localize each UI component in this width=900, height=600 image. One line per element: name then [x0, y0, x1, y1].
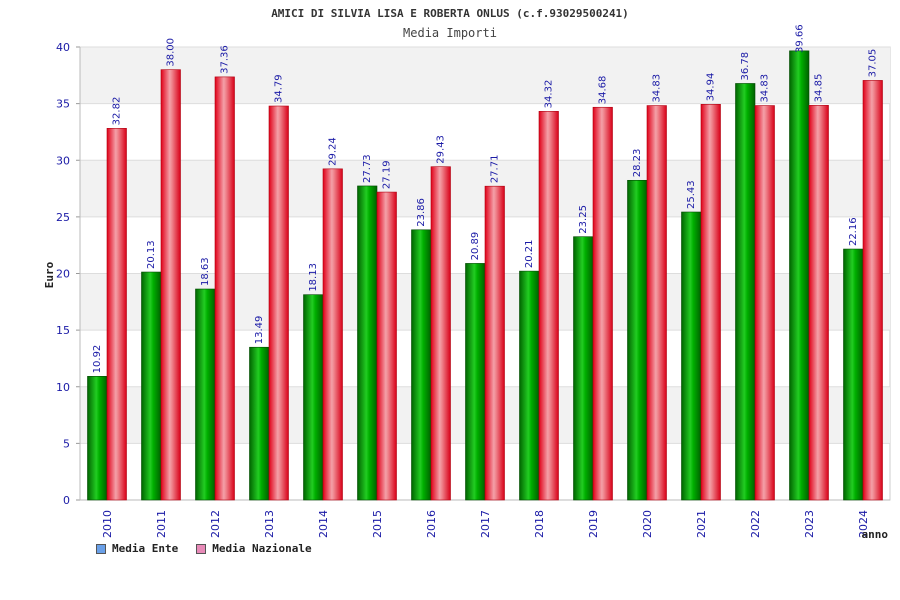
y-tick-label: 20 — [56, 268, 70, 281]
x-tick-label: 2014 — [317, 510, 330, 538]
x-tick-label: 2021 — [695, 510, 708, 538]
bar-ente — [573, 236, 594, 501]
value-label: 18.63 — [200, 257, 211, 286]
bar-ente — [627, 179, 648, 501]
bar-nazionale — [160, 69, 181, 501]
x-tick-label: 2024 — [857, 510, 870, 538]
bar-nazionale — [268, 105, 289, 501]
value-labels: 10.92 32.82 20.13 38.00 18.63 37.36 13.49 34.79… — [92, 24, 879, 373]
value-label: 29.43 — [436, 135, 447, 164]
bar-nazionale — [862, 80, 883, 501]
legend-label-nazionale: Media Nazionale — [212, 542, 312, 555]
bar-nazionale — [754, 105, 775, 501]
value-label: 22.16 — [848, 217, 859, 246]
value-label: 27.19 — [382, 160, 393, 189]
bar-nazionale — [484, 185, 505, 501]
x-tick-label: 2016 — [425, 510, 438, 538]
x-tick-label: 2023 — [803, 510, 816, 538]
value-label: 20.89 — [470, 232, 481, 261]
value-label: 34.32 — [544, 80, 555, 109]
bars — [87, 50, 883, 501]
bar-ente — [357, 185, 378, 501]
bar-nazionale — [376, 191, 397, 501]
bar-nazionale — [808, 105, 829, 501]
legend-swatch-ente — [96, 543, 106, 554]
value-label: 39.66 — [794, 24, 805, 53]
y-tick-label: 35 — [56, 98, 70, 111]
value-label: 34.85 — [814, 74, 825, 103]
x-tick-label: 2011 — [155, 510, 168, 538]
value-label: 13.49 — [254, 316, 265, 345]
bar-nazionale — [214, 76, 235, 501]
chart-title: AMICI DI SILVIA LISA E ROBERTA ONLUS (c.… — [271, 7, 629, 20]
value-label: 18.13 — [308, 263, 319, 292]
bar-nazionale — [592, 106, 613, 501]
y-tick-label: 25 — [56, 211, 70, 224]
x-tick-label: 2020 — [641, 510, 654, 538]
bar-ente — [249, 346, 270, 501]
value-label: 27.73 — [362, 154, 373, 183]
y-tick-label: 0 — [63, 494, 70, 507]
legend-item-ente: Media Ente — [96, 542, 178, 555]
value-label: 29.24 — [328, 137, 339, 166]
value-label: 36.78 — [740, 52, 751, 81]
x-tick-label: 2017 — [479, 510, 492, 538]
value-label: 10.92 — [92, 345, 103, 374]
bar-nazionale — [646, 105, 667, 501]
value-label: 20.21 — [524, 239, 535, 268]
value-label: 34.83 — [760, 74, 771, 103]
legend: Media Ente Media Nazionale — [96, 542, 312, 555]
y-tick-label: 30 — [56, 154, 70, 167]
bar-ente — [141, 271, 162, 501]
bar-ente — [87, 376, 108, 501]
bar-ente — [681, 211, 702, 501]
x-axis-ticks: 2010 2011 2012 2013 2014 2015 2016 2017 2018 2019… — [101, 510, 870, 538]
bar-ente — [519, 270, 540, 501]
value-label: 34.79 — [274, 74, 285, 103]
x-tick-label: 2018 — [533, 510, 546, 538]
y-tick-label: 40 — [56, 41, 70, 54]
x-tick-label: 2012 — [209, 510, 222, 538]
value-label: 37.36 — [220, 45, 231, 74]
x-tick-label: 2010 — [101, 510, 114, 538]
legend-swatch-nazionale — [196, 543, 207, 554]
bar-nazionale — [322, 168, 343, 501]
legend-item-nazionale: Media Nazionale — [196, 542, 312, 555]
bar-nazionale — [700, 104, 721, 501]
value-label: 28.23 — [632, 149, 643, 178]
bar-nazionale — [106, 128, 127, 501]
value-label: 25.43 — [686, 180, 697, 209]
bar-ente — [465, 263, 486, 501]
value-label: 23.25 — [578, 205, 589, 234]
value-label: 37.05 — [868, 49, 879, 78]
bar-nazionale — [538, 111, 559, 501]
bar-ente — [303, 294, 324, 501]
y-tick-label: 5 — [63, 437, 70, 450]
value-label: 20.13 — [146, 240, 157, 269]
value-label: 34.68 — [598, 76, 609, 105]
value-label: 34.83 — [652, 74, 663, 103]
value-label: 27.71 — [490, 155, 501, 184]
legend-label-ente: Media Ente — [112, 542, 179, 555]
y-tick-label: 15 — [56, 324, 70, 337]
x-tick-label: 2022 — [749, 510, 762, 538]
bar-ente — [411, 229, 432, 501]
x-tick-label: 2019 — [587, 510, 600, 538]
chart-subtitle: Media Importi — [403, 26, 497, 40]
value-label: 32.82 — [112, 97, 123, 126]
value-label: 34.94 — [706, 73, 717, 102]
bar-ente — [735, 83, 756, 501]
bar-ente — [195, 288, 216, 501]
value-label: 23.86 — [416, 198, 427, 227]
bar-ente — [843, 248, 864, 501]
bar-nazionale — [430, 166, 451, 501]
value-label: 38.00 — [166, 38, 177, 67]
x-axis-label: anno — [862, 528, 889, 541]
bar-ente — [789, 50, 810, 501]
y-axis-label: Euro — [43, 261, 56, 288]
y-tick-label: 10 — [56, 381, 70, 394]
x-tick-label: 2013 — [263, 510, 276, 538]
x-tick-label: 2015 — [371, 510, 384, 538]
